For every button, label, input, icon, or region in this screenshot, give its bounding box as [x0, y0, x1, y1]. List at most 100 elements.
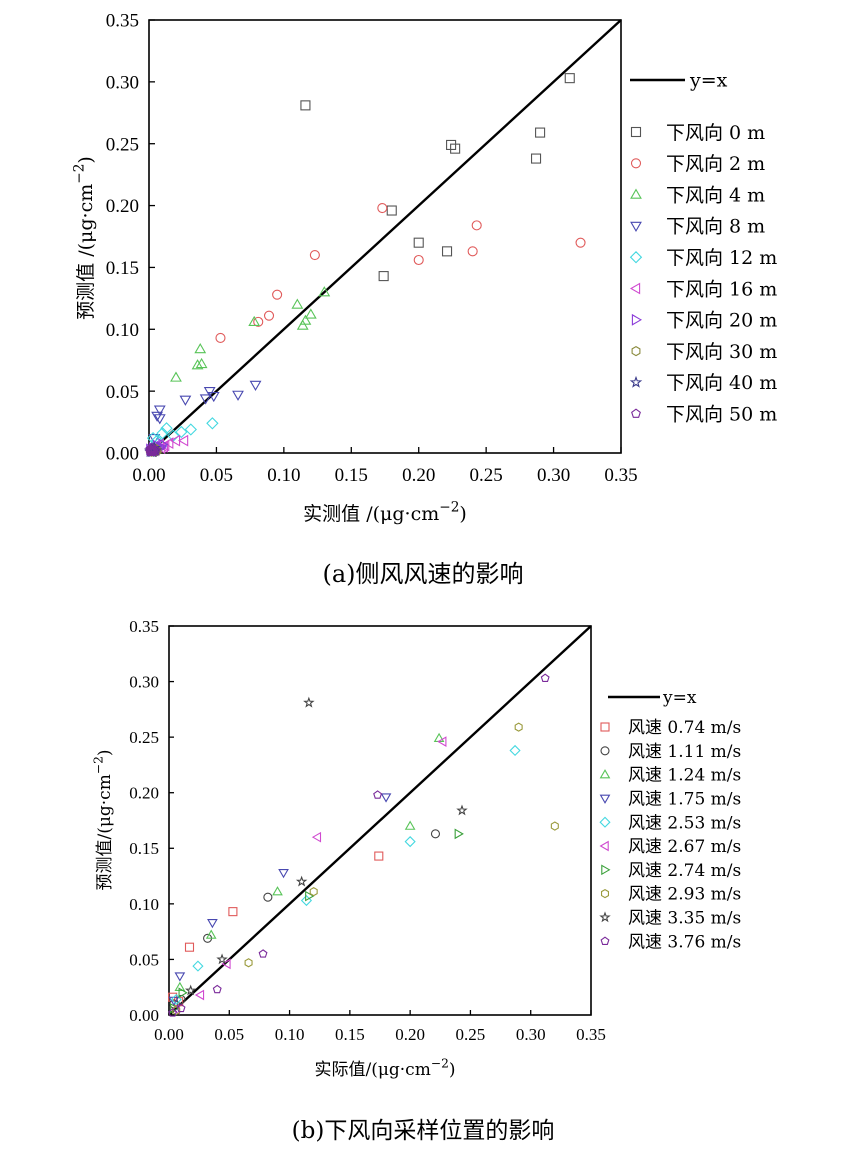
data-point [378, 271, 389, 282]
reference-line [168, 625, 592, 1016]
y-tick-label: 0.25 [106, 134, 139, 155]
data-point [170, 371, 182, 382]
x-axis-label-exp: −2 [439, 499, 459, 515]
data-point [535, 127, 546, 138]
legend-entry: 风速 2.74 m/s [628, 861, 741, 881]
data-point [232, 390, 244, 401]
legend-marker [600, 722, 610, 732]
x-axis-label-exp: −2 [431, 1056, 449, 1070]
y-tick-label: 0.35 [129, 617, 159, 636]
data-point [263, 892, 273, 902]
y-tick-label: 0.30 [106, 73, 139, 94]
legend-marker [631, 313, 643, 326]
legend-entry: 风速 2.93 m/s [628, 885, 741, 905]
data-point [514, 722, 523, 732]
legend-entry: 下风向 20 m [666, 310, 777, 332]
data-point [145, 445, 156, 455]
legend-entry: 下风向 50 m [666, 404, 777, 426]
data-point [380, 793, 392, 803]
data-point [207, 919, 218, 929]
x-tick-label: 0.00 [132, 465, 165, 486]
chart-b: 0.000.00 0.05 0.05 0.10 0.10 0.15 0.15 0.20 0.20… [91, 617, 741, 1144]
data-point [150, 445, 161, 455]
x-tick-label: 0.30 [537, 465, 570, 486]
series-9 [184, 696, 468, 996]
x-tick-label: 0.20 [395, 1025, 425, 1044]
data-point [309, 250, 320, 261]
data-point [151, 411, 163, 422]
data-point [530, 153, 542, 164]
series-7 [170, 828, 464, 1014]
data-point [216, 953, 228, 965]
data-point [311, 831, 322, 843]
data-point [195, 357, 208, 369]
legend-marker [630, 188, 642, 199]
y-axis-label-text: 预测值 /(μg·cm [75, 184, 97, 320]
data-point [272, 289, 283, 300]
data-point [228, 907, 238, 917]
data-point [168, 1008, 178, 1017]
y-tick-label: 0.10 [106, 320, 139, 341]
legend: y=x 下风向 0 m 下风向 2 m 下风向 4 m 下风向 8 m 下风向 12 m 下… [629, 70, 777, 426]
data-point [163, 437, 174, 450]
legend-entry: 风速 2.53 m/s [628, 813, 741, 833]
y-tick-label: 0.00 [106, 444, 139, 465]
data-point [303, 696, 315, 708]
legend-entry: 风速 3.35 m/s [628, 909, 741, 929]
legend-marker [600, 746, 610, 756]
data-point [160, 422, 173, 435]
data-point [309, 886, 318, 897]
y-tick-label: 0.25 [129, 728, 159, 747]
legend-entry: 风速 1.24 m/s [628, 766, 741, 786]
x-tick-label: 0.35 [576, 1025, 606, 1044]
series-4 [168, 793, 392, 1007]
data-point [153, 405, 166, 416]
legend-line-label: y=x [689, 70, 728, 92]
x-tick-label: 0.05 [214, 1025, 244, 1044]
x-tick-label: 0.10 [267, 465, 300, 486]
y-tick-label: 0.20 [129, 784, 159, 803]
y-tick-label: 0.35 [106, 11, 139, 32]
legend-marker [601, 864, 611, 876]
data-point [456, 804, 468, 816]
y-axis-label-close: ) [95, 749, 115, 756]
x-tick-label: 0.25 [470, 465, 503, 486]
y-axis-label-exp: −2 [91, 756, 105, 774]
data-point [205, 929, 217, 939]
data-point [148, 446, 158, 456]
legend-entry: 下风向 40 m [666, 372, 777, 394]
data-point [300, 100, 311, 111]
data-point [272, 886, 283, 896]
y-tick-label: 0.15 [106, 258, 139, 279]
legend-marker [599, 840, 609, 852]
y-axis-label: 预测值 /(μg·cm−2) [71, 156, 97, 320]
data-point [203, 386, 216, 398]
data-point [318, 286, 331, 297]
y-tick-label: 0.20 [106, 196, 139, 217]
data-point [373, 790, 383, 799]
plot-frame [148, 19, 622, 454]
legend-entry: 下风向 30 m [666, 341, 777, 363]
data-point [178, 987, 188, 999]
data-point [176, 1003, 186, 1013]
legend-marker [630, 221, 642, 232]
series-2 [169, 829, 441, 1009]
data-point [404, 836, 416, 848]
x-axis-label-close: ) [449, 1060, 456, 1080]
data-point [430, 829, 441, 839]
legend-entry: 风速 1.11 m/s [628, 742, 741, 762]
data-point [278, 868, 289, 879]
x-axis-label-text: 实测值 /(μg·cm [303, 503, 439, 525]
legend-marker [630, 158, 642, 169]
y-tick-label: 0.05 [106, 382, 139, 403]
data-point [174, 981, 186, 991]
plot-frame [168, 625, 592, 1016]
data-point [170, 993, 182, 1006]
legend-entry: 下风向 0 m [666, 122, 765, 144]
data-point [206, 417, 219, 430]
legend-entry: 下风向 8 m [666, 216, 765, 238]
legend-entry: 风速 0.74 m/s [628, 718, 741, 738]
data-point [299, 314, 312, 325]
data-point [413, 237, 424, 248]
